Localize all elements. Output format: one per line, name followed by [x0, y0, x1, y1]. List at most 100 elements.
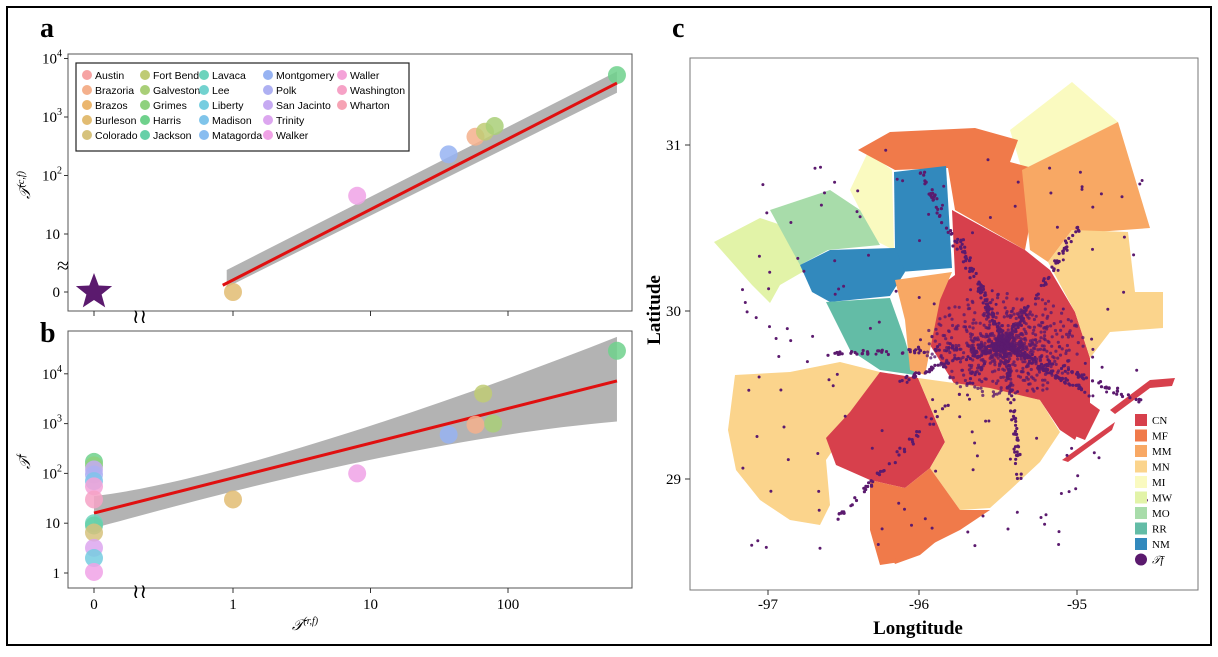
map-trip-point — [1025, 389, 1029, 393]
map-trip-point — [1012, 447, 1016, 451]
map-trip-point — [966, 303, 970, 307]
map-trip-point — [1014, 423, 1018, 427]
map-trip-point — [917, 371, 921, 376]
map-trip-point — [1020, 310, 1024, 314]
map-trip-point — [1043, 522, 1047, 526]
map-trip-point — [916, 434, 920, 438]
map-trip-point — [1035, 373, 1039, 377]
legend-label: Liberty — [212, 100, 244, 112]
map-trip-point — [993, 342, 997, 346]
map-trip-point — [1033, 302, 1038, 306]
map-trip-point — [938, 343, 942, 347]
map-trip-point — [966, 307, 971, 311]
map-regions — [714, 82, 1175, 565]
map-trip-point — [1057, 543, 1061, 546]
map-trip-point — [1049, 365, 1053, 369]
map-trip-point — [887, 462, 891, 466]
map-trip-point — [964, 266, 968, 270]
region-mf-coast-2 — [1110, 378, 1175, 414]
map-trip-point — [951, 323, 955, 328]
map-trip-point — [968, 276, 972, 280]
map-trip-point — [978, 332, 983, 336]
map-trip-point — [1059, 366, 1064, 371]
region-mf-south — [870, 468, 990, 565]
map-trip-point — [908, 350, 912, 354]
map-trip-point — [1054, 374, 1058, 378]
panel-b-x-break-mark: ≀≀ — [132, 581, 147, 603]
map-trip-point — [997, 341, 1001, 345]
region-mi-west — [850, 152, 894, 250]
map-trip-point — [958, 385, 963, 389]
map-trip-point — [927, 328, 931, 333]
panel-b-x-tick-label: 100 — [497, 597, 520, 613]
map-trip-point — [973, 311, 977, 315]
map-trip-point — [1044, 282, 1048, 286]
map-trip-point — [1022, 306, 1027, 310]
map-legend-swatch-mo — [1135, 507, 1147, 519]
map-trip-point — [988, 349, 992, 353]
map-trip-point — [1004, 378, 1008, 382]
map-trip-point — [1044, 325, 1048, 329]
map-trip-point — [1019, 337, 1023, 341]
region-mn-south — [918, 378, 1060, 510]
map-trip-point — [1017, 353, 1021, 357]
map-trip-point — [970, 363, 974, 368]
map-trip-point — [1066, 371, 1070, 375]
map-trip-point — [1078, 170, 1082, 174]
map-legend-swatch-mm — [1135, 445, 1147, 457]
map-trip-point — [932, 302, 936, 306]
map-trip-point — [960, 242, 964, 246]
map-trip-point — [1091, 347, 1095, 351]
panel-a-y-break-mark: ≈ — [57, 253, 69, 278]
panel-b-point-walker — [85, 562, 103, 581]
panel-b-x-tick-label: 1 — [229, 597, 237, 613]
panel-b: 1 10 102 103 104 0 1 10 100 𝒯f 𝒯(r,f) ≀≀ — [16, 330, 633, 634]
map-trip-point — [1046, 371, 1050, 375]
map-trip-point — [1042, 277, 1046, 281]
map-trip-point — [835, 372, 839, 376]
map-trip-point — [995, 392, 999, 396]
map-trip-point — [867, 481, 871, 485]
map-trip-point — [1012, 432, 1016, 436]
region-mo — [770, 190, 880, 265]
map-trip-point — [991, 379, 995, 383]
map-trip-point — [947, 306, 951, 310]
legend-swatch-brazoria — [82, 85, 92, 95]
map-trip-point — [993, 337, 997, 341]
map-trip-point — [971, 358, 975, 362]
map-trip-point — [979, 366, 984, 370]
map-trip-point — [1051, 304, 1055, 308]
map-trip-point — [866, 351, 870, 355]
map-trip-point — [986, 304, 990, 308]
map-trip-point — [1039, 516, 1043, 519]
map-trip-point — [980, 380, 984, 384]
panel-a-label: a — [40, 13, 54, 44]
map-trip-point — [956, 324, 960, 328]
map-trip-point — [968, 381, 972, 385]
panel-b-x-ticks: 0 1 10 100 — [90, 588, 519, 613]
map-trip-point — [935, 345, 940, 349]
map-trip-point — [1039, 283, 1043, 288]
map-trip-point — [991, 390, 996, 394]
region-mm-south-sliver — [893, 530, 950, 564]
legend-label: Galveston — [153, 85, 200, 97]
map-trip-point — [987, 306, 992, 311]
map-trip-point — [1105, 386, 1109, 390]
map-trip-point — [968, 256, 972, 260]
map-trip-point — [817, 508, 821, 512]
map-trip-point — [1106, 307, 1110, 311]
map-trip-point — [1105, 390, 1109, 394]
map-trip-point — [1034, 344, 1038, 348]
map-trip-point — [1015, 436, 1019, 440]
map-trip-point — [1066, 335, 1070, 339]
map-trip-point — [743, 301, 747, 304]
map-trip-point — [1021, 366, 1025, 370]
map-trip-point — [934, 327, 938, 331]
legend-label: Wharton — [350, 100, 390, 112]
map-trip-point — [1043, 338, 1047, 342]
map-trip-point — [987, 419, 991, 423]
map-trip-point — [981, 514, 985, 518]
map-y-tick-label: 29 — [666, 472, 681, 488]
map-trip-point — [986, 158, 990, 162]
map-trip-point — [933, 339, 937, 343]
